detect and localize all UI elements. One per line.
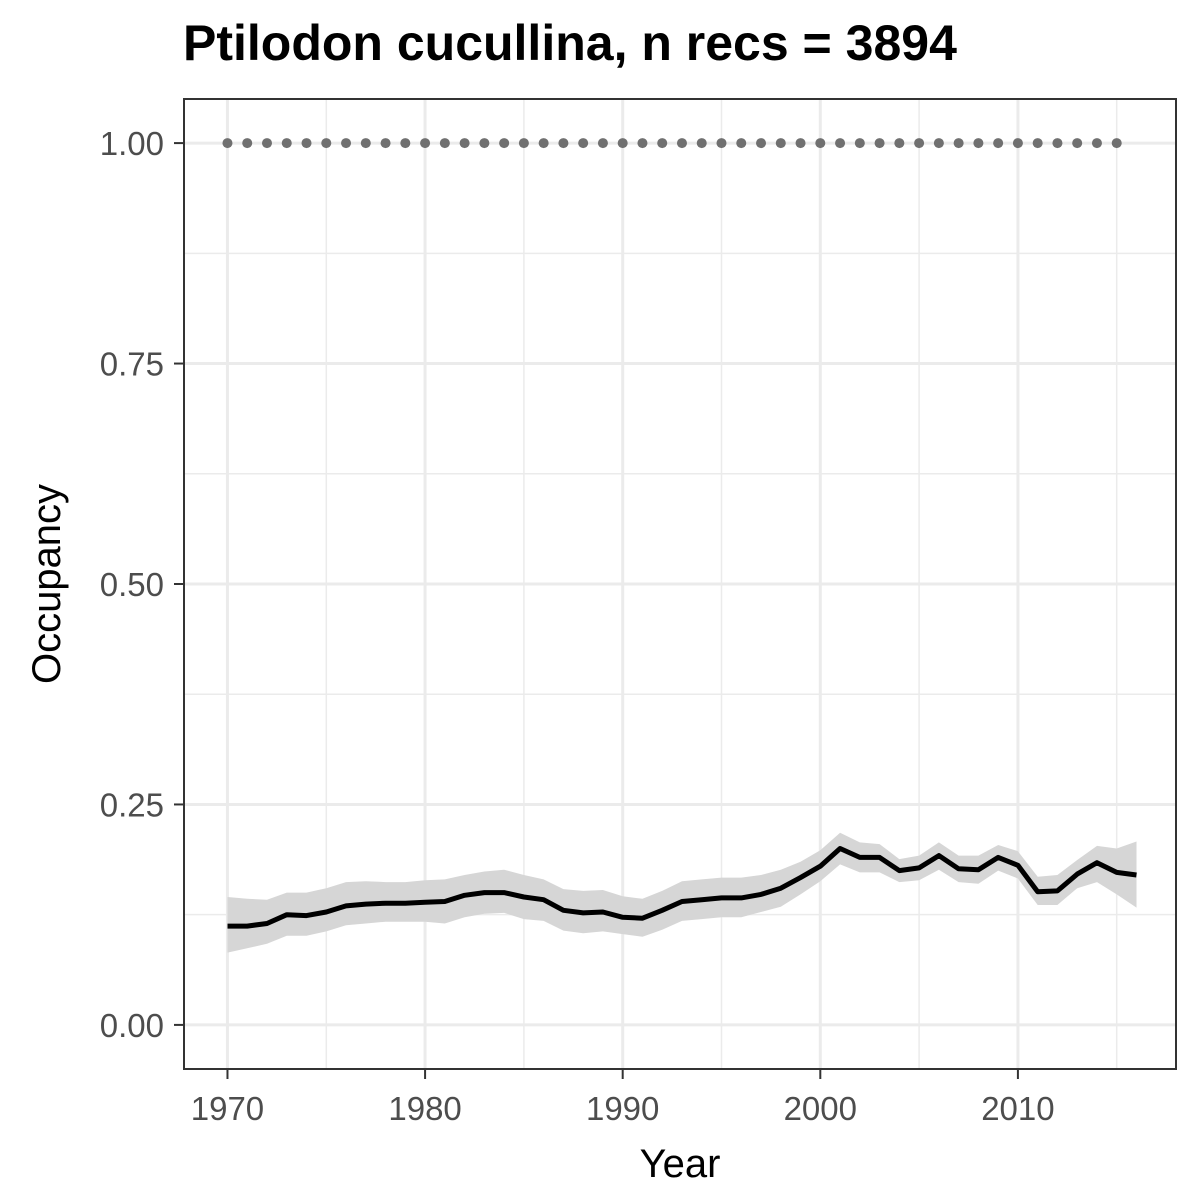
data-point <box>993 138 1004 149</box>
confidence-ribbon-layer <box>227 832 1137 953</box>
data-point <box>301 138 312 149</box>
data-point <box>321 138 332 149</box>
x-tick-label: 2000 <box>784 1090 857 1127</box>
data-point <box>1052 138 1063 149</box>
data-point <box>1012 138 1023 149</box>
y-axis: 0.00 0.25 0.50 0.75 1.00 <box>100 125 184 1044</box>
data-point <box>400 138 411 149</box>
y-tick-label: 0.00 <box>100 1007 164 1044</box>
data-point <box>795 138 806 149</box>
data-point <box>261 138 272 149</box>
data-point <box>973 138 984 149</box>
x-tick-label: 1970 <box>191 1090 264 1127</box>
data-point <box>676 138 687 149</box>
x-tick-label: 1990 <box>586 1090 659 1127</box>
data-point <box>657 138 668 149</box>
data-point <box>815 138 826 149</box>
x-axis-title: Year <box>640 1142 721 1186</box>
data-point <box>459 138 470 149</box>
data-point <box>775 138 786 149</box>
data-point <box>380 138 391 149</box>
data-point <box>894 138 905 149</box>
data-point <box>835 138 846 149</box>
data-point <box>933 138 944 149</box>
data-point <box>479 138 490 149</box>
data-point <box>696 138 707 149</box>
data-point <box>756 138 767 149</box>
chart-title: Ptilodon cucullina, n recs = 3894 <box>183 15 957 71</box>
data-point <box>914 138 925 149</box>
data-point <box>953 138 964 149</box>
data-point <box>736 138 747 149</box>
data-point <box>716 138 727 149</box>
data-point <box>1032 138 1043 149</box>
data-point <box>597 138 608 149</box>
x-axis: 1970 1980 1990 2000 2010 <box>191 1069 1055 1127</box>
y-tick-label: 1.00 <box>100 125 164 162</box>
data-point <box>578 138 589 149</box>
data-point <box>222 138 233 149</box>
x-tick-label: 2010 <box>981 1090 1054 1127</box>
x-tick-label: 1980 <box>388 1090 461 1127</box>
y-axis-title: Occupancy <box>25 484 69 684</box>
data-point <box>617 138 628 149</box>
data-point <box>854 138 865 149</box>
data-point <box>637 138 648 149</box>
data-point <box>439 138 450 149</box>
data-point <box>281 138 292 149</box>
data-point <box>1111 138 1122 149</box>
data-point <box>558 138 569 149</box>
data-point <box>242 138 253 149</box>
data-point <box>874 138 885 149</box>
y-tick-label: 0.25 <box>100 786 164 823</box>
data-point <box>518 138 529 149</box>
data-point <box>420 138 431 149</box>
occupancy-line <box>227 846 1137 929</box>
data-point <box>360 138 371 149</box>
data-point <box>1091 138 1102 149</box>
data-point <box>341 138 352 149</box>
occupancy-line-layer <box>227 846 1137 929</box>
y-tick-label: 0.50 <box>100 566 164 603</box>
y-tick-label: 0.75 <box>100 346 164 383</box>
data-point <box>499 138 510 149</box>
data-point <box>1072 138 1083 149</box>
data-point <box>538 138 549 149</box>
dots-layer <box>222 138 1122 149</box>
confidence-ribbon <box>227 832 1137 953</box>
